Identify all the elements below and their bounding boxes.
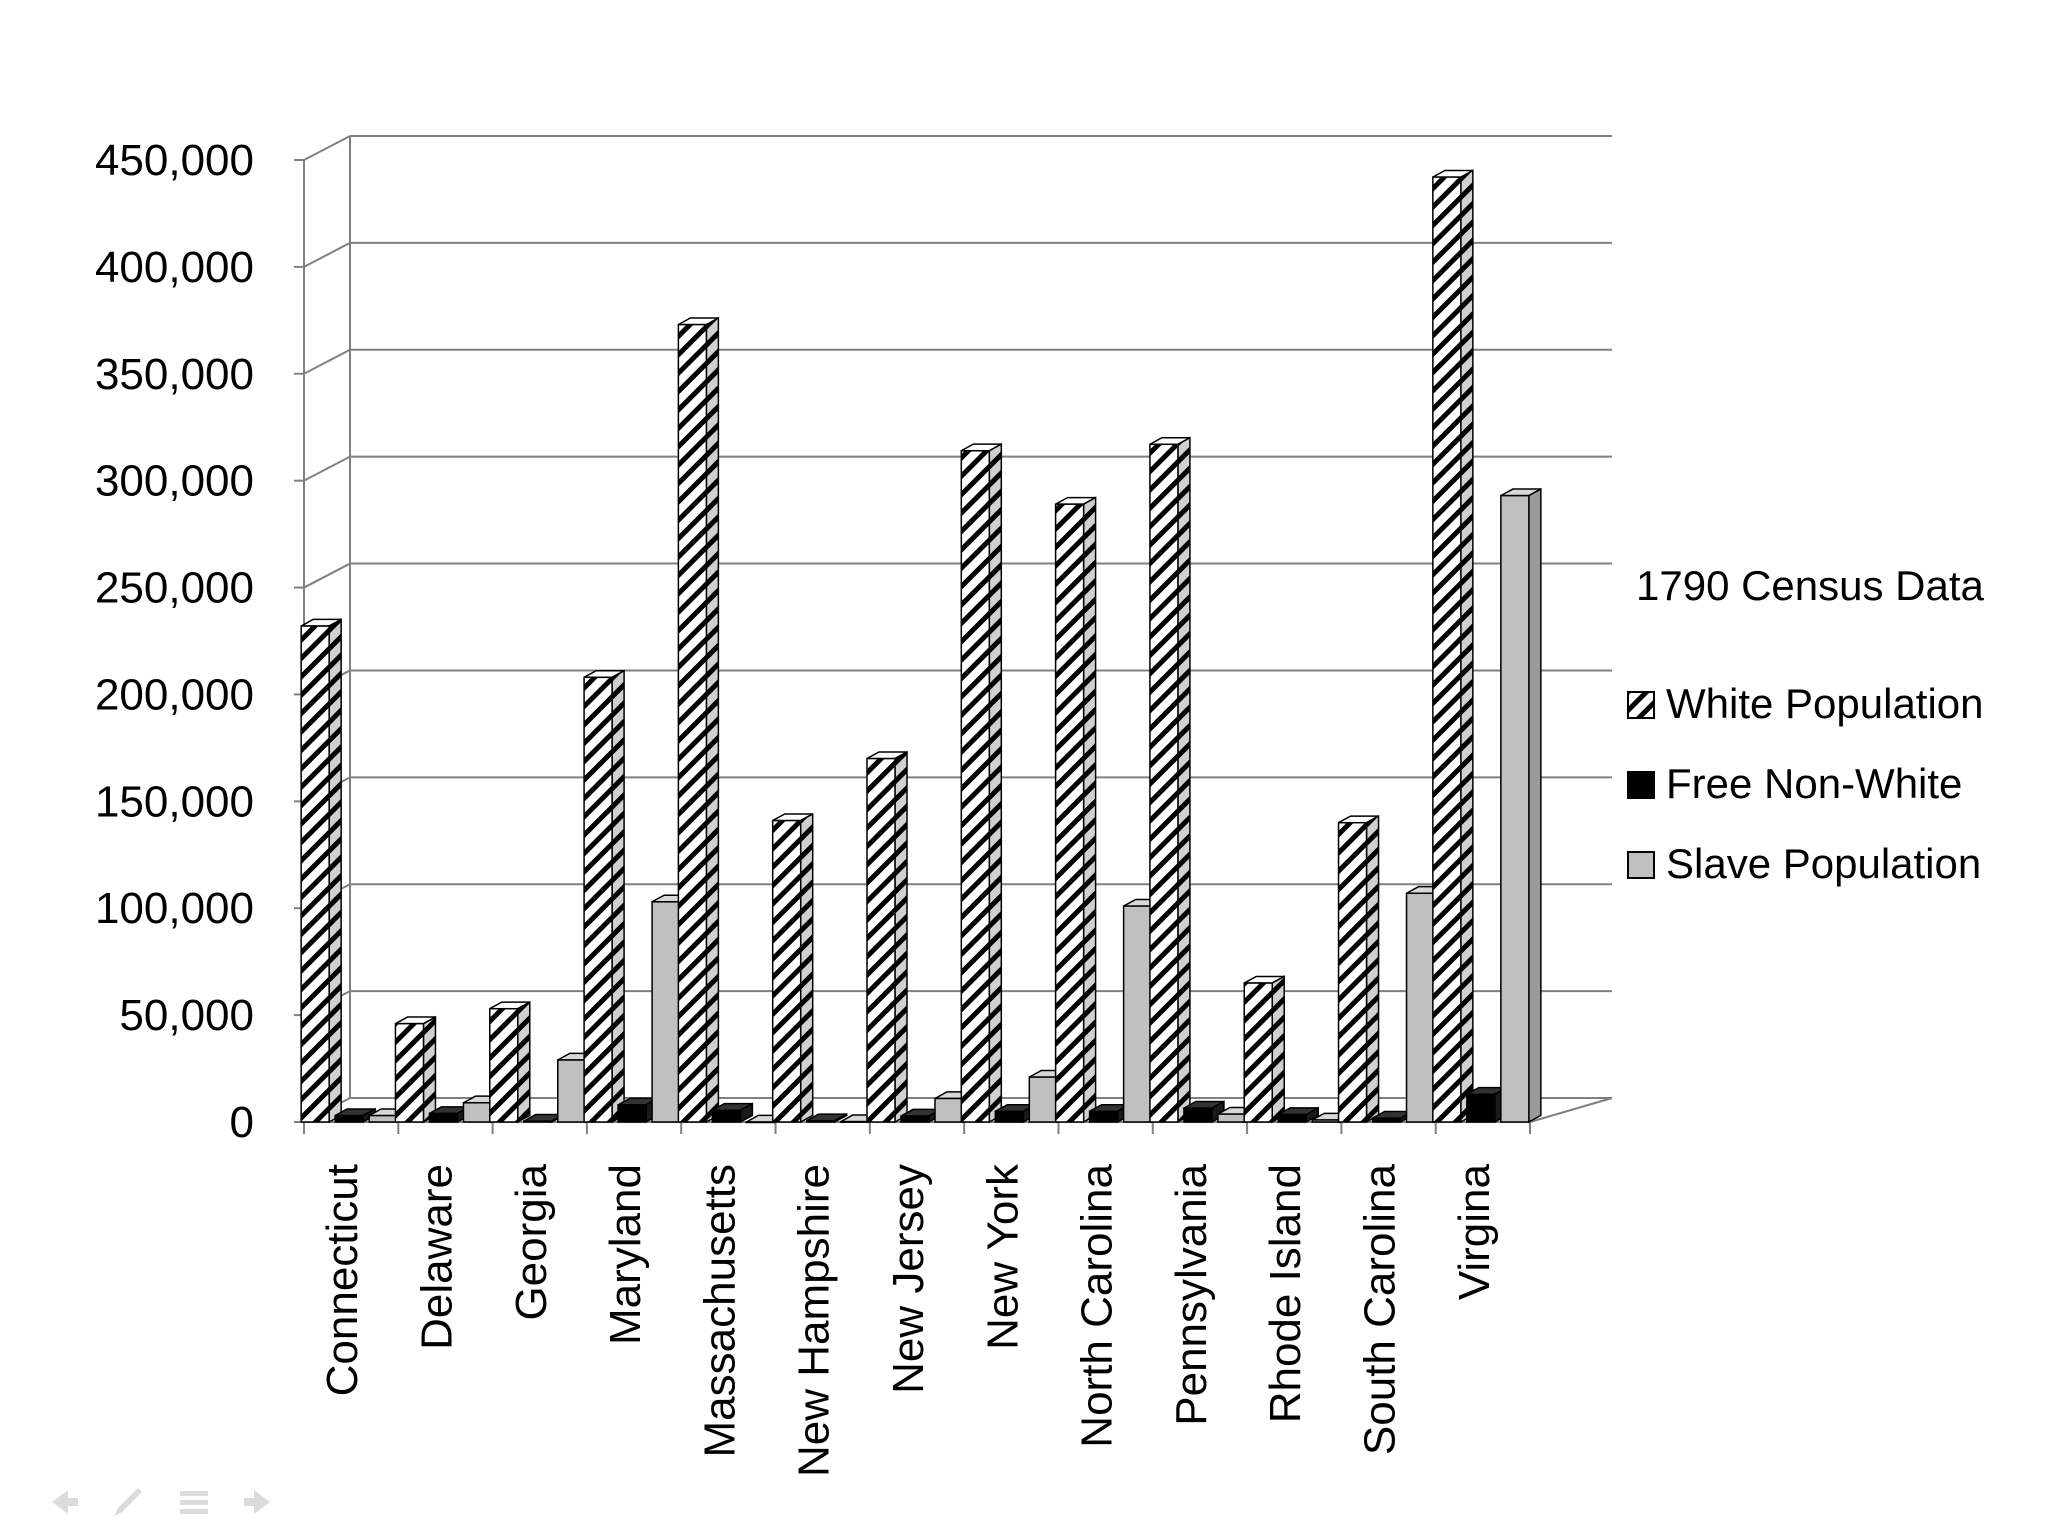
bar-north-carolina-white-population [1054, 496, 1097, 1124]
gridline-diag-400000 [303, 242, 351, 268]
legend-title: 1790 Census Data [1636, 562, 1985, 609]
gridline-diag-250000 [303, 562, 351, 589]
floor-right-edge [1529, 1097, 1613, 1123]
y-tick-label: 450,000 [95, 136, 254, 185]
x-tick-label: South Carolina [1356, 1163, 1405, 1455]
y-tick-label: 300,000 [95, 457, 254, 506]
bar-virgina-white-population [1432, 169, 1474, 1124]
y-tick-label: 250,000 [95, 564, 254, 613]
legend-swatch [1627, 771, 1655, 799]
y-tick-label: 150,000 [95, 777, 254, 826]
gridline-diag-300000 [303, 455, 351, 482]
x-tick-label: Virgina [1450, 1163, 1499, 1300]
legend-swatch [1627, 691, 1655, 719]
x-tick-label: Rhode Island [1261, 1164, 1310, 1423]
pen-icon[interactable] [106, 1480, 150, 1524]
legend-swatch [1627, 851, 1655, 879]
bar-new-hampshire-free-non-white [805, 1112, 848, 1124]
bar-new-hampshire-white-population [771, 812, 814, 1124]
y-tick-labels: 0 50,000 100,000 150,000 200,000 250,000 300,0… [95, 136, 254, 1147]
bar-rhode-island-free-non-white [1277, 1106, 1319, 1124]
x-tick-label: Georgia [507, 1163, 556, 1320]
legend-label: White Population [1666, 680, 1984, 727]
x-tick-label: North Carolina [1073, 1163, 1122, 1447]
bar-pennsylvania-white-population [1149, 436, 1191, 1124]
gridline-diag-450000 [303, 135, 351, 161]
x-tick-label: Delaware [412, 1164, 461, 1350]
y-tick-label: 400,000 [95, 243, 254, 292]
bar-south-carolina-white-population [1337, 814, 1380, 1124]
x-tick-label: Maryland [601, 1164, 650, 1345]
x-tick-label: Connecticut [318, 1164, 367, 1396]
x-tick-label: New Hampshire [790, 1164, 839, 1477]
bar-massachusetts-white-population [677, 316, 720, 1124]
legend-item: Free Non-White [1627, 760, 1962, 807]
bar-new-jersey-white-population [866, 750, 908, 1124]
bar-massachusetts-free-non-white [711, 1102, 754, 1124]
slide-navigation [40, 1478, 300, 1526]
arrow-right-icon[interactable] [238, 1480, 282, 1524]
bar-maryland-white-population [583, 669, 625, 1124]
y-tick-label: 0 [230, 1098, 254, 1147]
x-tick-labels: Connecticut Delaware Georgia Maryland Massac… [318, 1163, 1499, 1477]
x-tick-label: Pennsylvania [1167, 1163, 1216, 1425]
bars [300, 169, 1542, 1124]
bar-pennsylvania-free-non-white [1183, 1100, 1225, 1124]
gridline-diag-350000 [303, 348, 351, 375]
arrow-left-icon[interactable] [40, 1480, 84, 1524]
legend-label: Slave Population [1666, 840, 1981, 887]
x-tick-label: New York [978, 1163, 1027, 1350]
bar-delaware-white-population [394, 1015, 437, 1124]
bar-virgina-slave-population [1500, 487, 1542, 1124]
y-tick-label: 100,000 [95, 884, 254, 933]
y-tick-label: 200,000 [95, 670, 254, 719]
bar-rhode-island-white-population [1243, 975, 1285, 1124]
legend-items: White Population Free Non-White Slave Popu… [1627, 680, 1984, 887]
y-tick-label: 50,000 [119, 991, 254, 1040]
legend-item: White Population [1627, 680, 1984, 727]
bar-connecticut-white-population [300, 618, 342, 1124]
menu-icon[interactable] [172, 1480, 216, 1524]
bar-new-york-white-population [960, 442, 1003, 1124]
legend-item: Slave Population [1627, 840, 1981, 887]
y-tick-label: 350,000 [95, 350, 254, 399]
legend-label: Free Non-White [1666, 760, 1962, 807]
x-tick-label: Massachusetts [695, 1164, 744, 1457]
x-tick-label: New Jersey [884, 1164, 933, 1394]
legend: 1790 Census Data White Population Free No… [1627, 562, 1985, 887]
bar-georgia-white-population [489, 1000, 531, 1124]
